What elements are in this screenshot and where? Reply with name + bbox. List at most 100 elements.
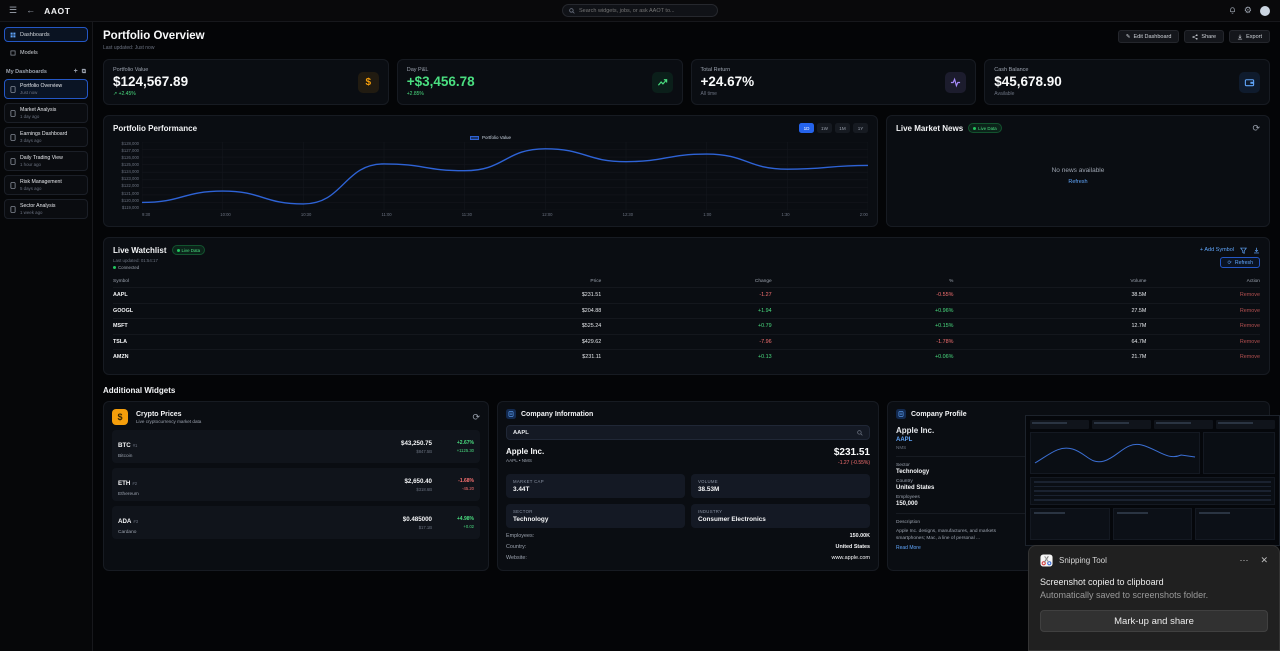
sidebar-dashboard-risk-management[interactable]: Risk Management 5 days ago (4, 175, 88, 195)
export-button[interactable]: Export (1229, 30, 1270, 43)
company-website-link[interactable]: www.apple.com (831, 555, 870, 561)
screenshot-thumbnail[interactable] (1025, 415, 1280, 546)
stat-cards-row: Portfolio Value $124,567.89 ↗ +2.45% $ D… (103, 59, 1270, 105)
last-updated-text: Last updated: Just now (103, 45, 155, 51)
crypto-prices-widget: $ Crypto Prices Live cryptocurrency mark… (103, 401, 489, 571)
sidebar-dashboard-daily-trading-view[interactable]: Daily Trading View 1 hour ago (4, 151, 88, 171)
news-title: Live Market News (896, 123, 964, 133)
remove-link[interactable]: Remove (1239, 354, 1260, 361)
portfolio-performance-chart: $128,000 $127,000 $126,000 $125,000 $124,000… (113, 141, 868, 210)
settings-gear-icon[interactable]: ⚙ (1243, 5, 1252, 15)
notification-bell-icon[interactable] (1229, 7, 1236, 14)
share-button[interactable]: Share (1184, 30, 1225, 43)
remove-link[interactable]: Remove (1239, 307, 1260, 314)
portfolio-performance-panel: Portfolio Performance 1D 1W 1M 1Y Portfo… (103, 115, 878, 227)
stat-card-portfolio-value: Portfolio Value $124,567.89 ↗ +2.45% $ (103, 59, 389, 105)
back-arrow-icon[interactable]: ← (26, 5, 36, 15)
watchlist-row-amzn: AMZN $231.11 +0.13 +0.06% 21.7M Remove (113, 349, 1260, 365)
toast-submessage: Automatically saved to screenshots folde… (1040, 590, 1209, 600)
sidebar-item-dashboards[interactable]: Dashboards (4, 27, 88, 42)
company-name: Apple Inc. (506, 447, 545, 456)
range-button-1w[interactable]: 1W (817, 123, 832, 133)
company-description: Apple Inc. designs, manufactures, and ma… (896, 529, 996, 542)
download-icon[interactable] (1253, 247, 1260, 254)
sidebar-dashboard-earnings-dashboard[interactable]: Earnings Dashboard 3 days ago (4, 127, 88, 147)
refresh-icon[interactable]: ⟳ (472, 411, 480, 422)
refresh-icon: ⟳ (1227, 259, 1232, 266)
search-icon (857, 429, 863, 436)
watchlist-title: Live Watchlist (113, 245, 167, 255)
add-symbol-link[interactable]: + Add Symbol (1199, 247, 1234, 253)
edit-dashboard-button[interactable]: ✎ Edit Dashboard (1117, 30, 1180, 43)
hamburger-menu-icon[interactable]: ☰ (9, 5, 18, 15)
page-title: Portfolio Overview (103, 30, 205, 42)
news-refresh-link[interactable]: Refresh (1068, 179, 1088, 185)
read-more-link[interactable]: Read More (896, 545, 921, 552)
stat-card-day-pnl: Day P&L +$3,456.78 +2.85% (396, 59, 683, 105)
document-icon (10, 133, 16, 141)
models-cube-icon (10, 50, 16, 56)
filter-icon[interactable] (1240, 247, 1247, 254)
refresh-icon[interactable]: ⟳ (1252, 122, 1260, 133)
remove-link[interactable]: Remove (1239, 338, 1260, 345)
preview-stat-chips (1030, 420, 1275, 429)
pencil-icon: ✎ (1125, 33, 1131, 40)
symbol-search-input[interactable] (513, 429, 857, 436)
toast-close-icon[interactable]: ✕ (1260, 555, 1268, 565)
crypto-row-btc: BTC #1 Bitcoin $43,250.75 $847.5B +2.67% +11… (112, 430, 480, 463)
crypto-dollar-icon: $ (112, 409, 128, 425)
range-button-1d[interactable]: 1D (799, 123, 814, 133)
watchlist-last-updated: Last updated: 01:54:17 (113, 258, 158, 263)
search-input[interactable] (579, 7, 711, 14)
sidebar: Dashboards Models My Dashboards + ⧉ Port… (0, 22, 93, 651)
performance-title: Portfolio Performance (113, 123, 198, 133)
range-button-1y[interactable]: 1Y (853, 123, 868, 133)
no-news-message: No news available (1051, 167, 1105, 174)
profile-exchange: NMS (896, 445, 907, 450)
toast-message: Screenshot copied to clipboard (1040, 577, 1164, 587)
search-icon (569, 7, 575, 14)
global-search[interactable] (562, 4, 718, 17)
company-info-icon (506, 409, 516, 419)
add-dashboard-icon[interactable]: + (73, 68, 78, 75)
document-icon (10, 157, 16, 165)
chart-x-axis-labels: 9:30 10:00 10:30 11:00 11:30 12:00 12:30 1:00 1:… (142, 212, 868, 217)
sidebar-dashboard-sector-analysis[interactable]: Sector Analysis 1 week ago (4, 199, 88, 219)
live-data-badge: Live Data (968, 123, 1002, 133)
legend-swatch (470, 135, 480, 140)
watchlist-row-aapl: AAPL $231.51 -1.27 -0.55% 38.5M Remove (113, 287, 1260, 303)
profile-company-name: Apple Inc. (896, 426, 935, 435)
live-dot (176, 248, 180, 252)
company-price: $231.51 (833, 447, 870, 458)
copy-dashboard-icon[interactable]: ⧉ (81, 68, 86, 75)
watchlist-refresh-button[interactable]: ⟳ Refresh (1220, 257, 1260, 268)
dollar-icon: $ (357, 71, 379, 93)
sidebar-item-models[interactable]: Models (4, 45, 88, 60)
company-information-widget: Company Information Apple Inc. AAPL • NM… (497, 401, 879, 571)
remove-link[interactable]: Remove (1239, 323, 1260, 330)
app-logo: AAOT (44, 5, 71, 16)
volume-box: VOLUME 38.53M (691, 474, 870, 498)
industry-box: INDUSTRY Consumer Electronics (691, 504, 870, 528)
company-ticker: AAPL • NMS (506, 458, 532, 463)
watchlist-header-row: Symbol Price Change % Volume Action (113, 278, 1260, 284)
sidebar-dashboard-market-analysis[interactable]: Market Analysis 1 day ago (4, 103, 88, 123)
range-button-1m[interactable]: 1M (835, 123, 850, 133)
snipping-tool-notification: Snipping Tool ⋯ ✕ Screenshot copied to c… (1028, 545, 1280, 651)
wallet-icon (1239, 71, 1260, 93)
toast-app-name: Snipping Tool (1059, 556, 1107, 565)
sidebar-dashboard-portfolio-overview[interactable]: Portfolio Overview Just now (4, 79, 88, 99)
markup-and-share-button[interactable]: Mark-up and share (1040, 610, 1268, 632)
my-dashboards-title: My Dashboards (6, 68, 47, 75)
sidebar-item-label: Dashboards (20, 31, 50, 38)
sidebar-item-label: Models (20, 49, 38, 56)
top-bar: ☰ ← AAOT ⚙ (0, 0, 1280, 22)
activity-pulse-icon (945, 71, 967, 93)
website-row: Website: www.apple.com (506, 555, 870, 561)
toast-more-icon[interactable]: ⋯ (1239, 555, 1249, 565)
user-avatar[interactable] (1260, 5, 1270, 16)
remove-link[interactable]: Remove (1239, 292, 1260, 299)
stat-card-total-return: Total Return +24.67% All time (690, 59, 977, 105)
symbol-search-box[interactable] (506, 425, 870, 440)
live-data-badge: Live Data (171, 245, 206, 255)
